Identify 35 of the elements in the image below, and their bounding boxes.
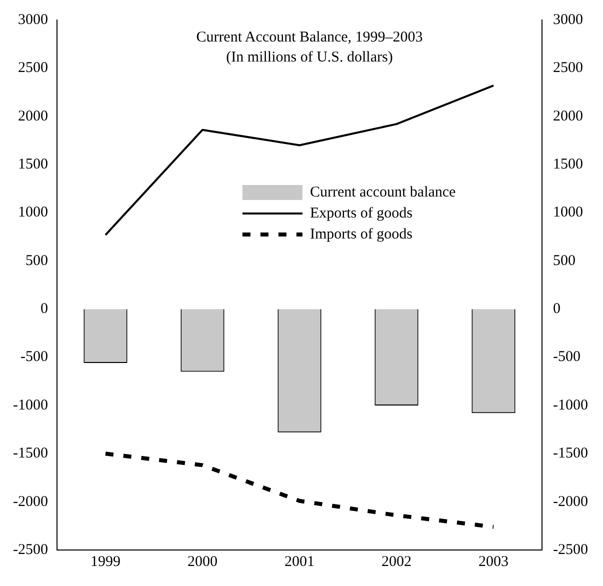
y2-tick-label: 3000 [553,12,584,28]
y-tick-label: -2500 [12,542,48,558]
y2-tick-label: 0 [553,301,561,318]
x-tick-label: 2002 [382,554,412,570]
y-tick-label: 500 [25,252,48,269]
legend-label: Exports of goods [310,205,413,222]
y2-tick-label: 2000 [553,108,584,124]
x-tick-label: 1999 [90,554,120,570]
legend-label: Current account balance [310,184,456,200]
y2-tick-label: -1000 [553,397,588,414]
x-tick-label: 2001 [284,554,314,570]
y2-tick-label: 1500 [553,156,584,172]
y2-tick-label: -500 [553,349,581,366]
y-tick-label: 1500 [18,156,48,172]
y-tick-label: 2500 [18,60,48,76]
y-tick-label: 3000 [18,12,48,28]
legend-label: Imports of goods [310,226,413,242]
y2-tick-label: 1000 [553,204,584,221]
y2-tick-label: 500 [553,252,576,269]
y-tick-label: 2000 [18,108,48,124]
y-tick-label: -500 [20,349,48,366]
y-tick-label: 1000 [18,204,48,221]
x-tick-label: 2003 [478,554,509,570]
y2-tick-label: -2000 [553,494,588,510]
text: Current Account Balance, 1999–2003 [196,29,423,46]
y2-tick-label: 2500 [553,60,584,76]
text: (In millions of U.S. dollars) [226,49,393,66]
x-tick-label: 2000 [188,554,218,570]
line-series [103,452,496,529]
y-tick-label: -1000 [12,397,48,414]
y2-tick-label: -1500 [553,446,588,462]
y2-tick-label: -2500 [553,542,588,558]
y-tick-label: -1500 [12,446,48,462]
y-tick-label: -2000 [12,494,48,510]
y-tick-label: 0 [40,301,48,318]
